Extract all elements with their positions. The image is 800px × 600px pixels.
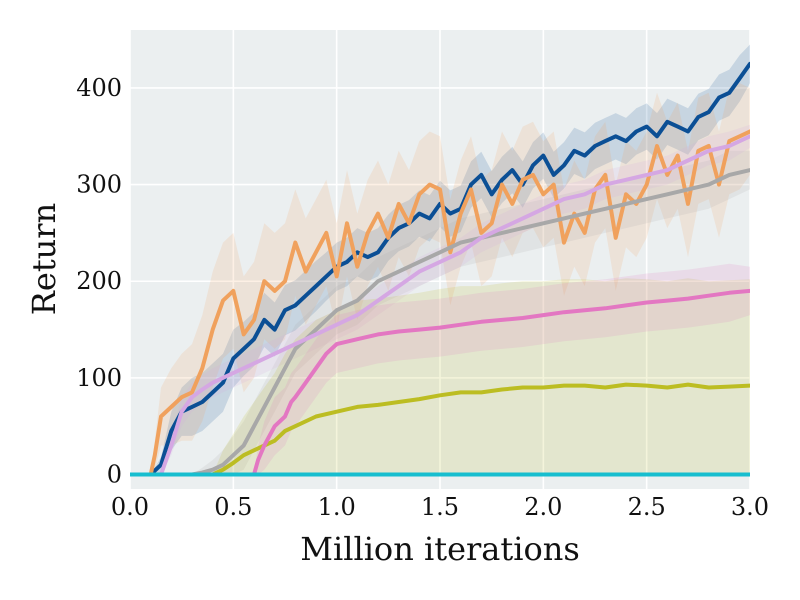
series-line-2 [130, 168, 750, 477]
y-axis-label: Return [25, 203, 63, 315]
series-band-1 [130, 83, 750, 475]
series-line-1 [130, 129, 750, 477]
x-tick-label: 1.5 [421, 493, 459, 521]
x-tick-labels: 0.0 0.5 1.0 1.5 2.0 2.5 3.0 [111, 493, 769, 521]
series-band-4 [130, 278, 750, 475]
x-tick-label: 1.0 [318, 493, 356, 521]
series-band-0 [130, 44, 750, 475]
series-band-5 [130, 263, 750, 475]
y-tick-labels: 0 100 200 300 400 [76, 74, 122, 489]
x-tick-label: 0.0 [111, 493, 149, 521]
series-line-5 [130, 288, 750, 477]
series-line-4 [130, 382, 750, 477]
y-tick-label: 0 [107, 461, 122, 489]
y-tick-label: 100 [76, 364, 122, 392]
series-line-3 [130, 134, 750, 477]
x-tick-label: 3.0 [731, 493, 769, 521]
vertical-gridlines [129, 30, 751, 489]
y-tick-label: 400 [76, 74, 122, 102]
x-tick-label: 2.0 [524, 493, 562, 521]
y-tick-label: 200 [76, 267, 122, 295]
x-axis-label: Million iterations [300, 530, 580, 568]
series-band-2 [130, 150, 750, 475]
y-tick-label: 300 [76, 171, 122, 199]
x-tick-label: 0.5 [214, 493, 252, 521]
x-tick-label: 2.5 [628, 493, 666, 521]
series-lines [130, 61, 750, 477]
